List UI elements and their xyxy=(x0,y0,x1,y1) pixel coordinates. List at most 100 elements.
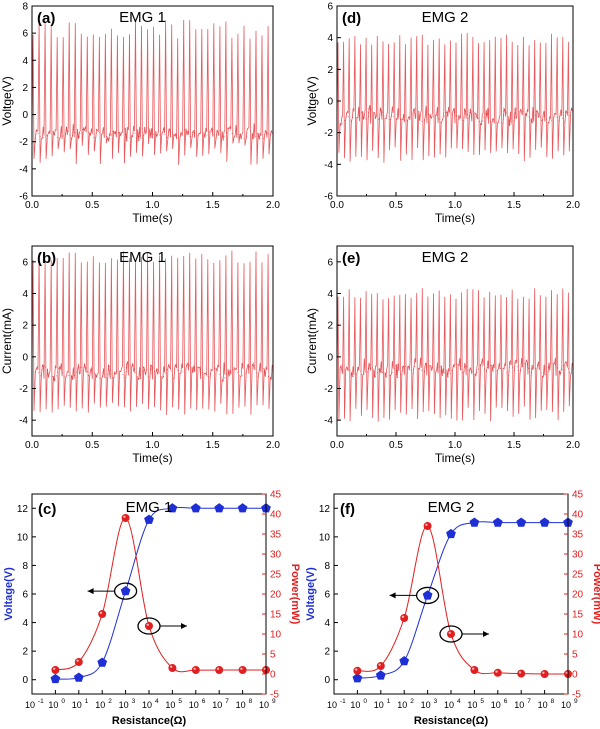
y-tick-label: 6 xyxy=(22,590,28,601)
y-tick-label: -4 xyxy=(324,160,333,171)
y-tick-label: 12 xyxy=(17,504,29,515)
x-tick-exponent: 5 xyxy=(480,698,484,705)
power-marker xyxy=(51,666,60,674)
power-marker xyxy=(493,668,502,677)
x-tick-exponent: 9 xyxy=(272,698,276,705)
panel-b: 0.0 0.5 1.0 1.5 2.0 -4 -2 0 2 4 6 Time(s) Current(mA… xyxy=(0,245,280,465)
y-tick-label: -6 xyxy=(19,192,28,203)
panel-d: 0.0 0.5 1.0 1.5 2.0 -6 -4 -2 0 2 4 6 Time(s) Voltge(V… xyxy=(305,2,580,226)
y-axis-label: Voltage(V) xyxy=(3,567,15,621)
x-tick-label: 1.5 xyxy=(507,200,521,211)
y2-tick-label: 25 xyxy=(572,570,584,581)
y2-tick-label: 35 xyxy=(270,530,282,541)
voltage-marker xyxy=(422,590,433,600)
y-tick-label: 12 xyxy=(319,504,331,515)
y-tick-label: -2 xyxy=(324,128,333,139)
voltage-marker xyxy=(539,517,550,527)
voltage-marker xyxy=(237,503,248,513)
power-marker xyxy=(423,522,432,530)
x-tick-exponent: 0 xyxy=(61,698,65,705)
x-tick-label: 10 xyxy=(421,700,431,710)
y-tick-label: 6 xyxy=(22,29,28,40)
voltage-marker xyxy=(97,657,108,667)
x-tick-exponent: 7 xyxy=(527,698,531,705)
y-tick-label: 6 xyxy=(324,590,330,601)
y-tick-label: 4 xyxy=(327,33,333,44)
y-tick-label: 10 xyxy=(319,532,331,543)
power-marker xyxy=(470,666,479,674)
y2-tick-label: 5 xyxy=(572,650,578,661)
x-tick-exponent: 6 xyxy=(504,698,508,705)
x-tick-label: 10 xyxy=(119,700,129,710)
y2-tick-label: 5 xyxy=(270,650,276,661)
panel-label: (c) xyxy=(38,501,56,518)
power-line xyxy=(357,525,569,675)
x-tick-label: 10 xyxy=(72,700,82,710)
x-tick-exponent: 5 xyxy=(178,698,182,705)
x-tick-exponent: -1 xyxy=(38,698,44,705)
x-tick-exponent: 3 xyxy=(132,698,136,705)
x-tick-label: 10 xyxy=(259,700,269,710)
panel-label: (e) xyxy=(342,250,360,267)
x-tick-label: 1.5 xyxy=(507,440,521,451)
x-tick-label: 10 xyxy=(350,700,360,710)
y-tick-label: 4 xyxy=(327,289,333,300)
power-marker xyxy=(191,666,200,674)
y2-tick-label: 20 xyxy=(270,590,282,601)
power-marker xyxy=(98,610,107,618)
y2-tick-label: 15 xyxy=(572,610,584,621)
power-marker-highlight xyxy=(263,667,266,670)
panel-label: (a) xyxy=(37,10,55,27)
y2-tick-label: 15 xyxy=(270,610,282,621)
power-marker-highlight xyxy=(378,663,381,666)
x-axis-label: Time(s) xyxy=(132,211,172,225)
y-tick-label: 6 xyxy=(22,257,28,268)
power-marker-highlight xyxy=(123,515,126,518)
voltage-marker xyxy=(375,670,386,680)
x-tick-exponent: 1 xyxy=(85,698,89,705)
panel-e: 0.0 0.5 1.0 1.5 2.0 -4 -2 0 2 4 6 Time(s) Current(mA… xyxy=(305,245,580,465)
panel-a: 0.0 0.5 1.0 1.5 2.0 -6 -4 -2 0 2 4 6 8 Time(s) Voltge(… xyxy=(0,2,280,226)
signal-noise xyxy=(339,359,572,379)
chart-title: EMG 1 xyxy=(119,9,166,26)
chart-title: EMG 2 xyxy=(428,499,475,516)
x-tick-exponent: 2 xyxy=(108,698,112,705)
y-axis-label: Current(mA) xyxy=(305,308,319,374)
power-marker xyxy=(447,630,455,638)
y2-tick-label: 35 xyxy=(572,530,584,541)
y-tick-label: 6 xyxy=(327,257,333,268)
signal-noise xyxy=(339,106,572,127)
x-tick-label: 10 xyxy=(397,700,407,710)
power-marker-highlight xyxy=(240,667,243,670)
y2-tick-label: 45 xyxy=(270,490,282,501)
x-tick-label: 10 xyxy=(189,700,199,710)
power-marker-highlight xyxy=(193,667,196,670)
y2-tick-label: -5 xyxy=(572,690,581,701)
plot-frame xyxy=(31,493,267,695)
x-tick-label: 10 xyxy=(212,700,222,710)
y-tick-label: 6 xyxy=(327,2,333,13)
voltage-marker xyxy=(516,517,527,527)
x-tick-label: 1.0 xyxy=(146,200,160,211)
power-marker-highlight xyxy=(146,623,149,626)
panel-label: (b) xyxy=(37,250,56,267)
y2-tick-label: 0 xyxy=(270,670,276,681)
power-marker-highlight xyxy=(99,611,103,614)
y-tick-label: 8 xyxy=(324,561,330,572)
x-tick-label: 0.0 xyxy=(330,200,344,211)
x-tick-label: 1.0 xyxy=(448,440,462,451)
annotation-arrowhead xyxy=(389,592,396,599)
x-tick-exponent: 4 xyxy=(457,698,461,705)
annotation-arrowhead xyxy=(87,588,94,595)
y-tick-label: 4 xyxy=(324,618,330,629)
y-tick-label: -2 xyxy=(324,384,333,395)
voltage-marker xyxy=(73,672,84,682)
panel-label: (f) xyxy=(340,501,355,518)
plot-frame xyxy=(333,493,569,695)
x-tick-exponent: 6 xyxy=(202,698,206,705)
chart-title: EMG 2 xyxy=(422,9,469,26)
y2-tick-label: 40 xyxy=(270,510,282,521)
x-tick-exponent: 0 xyxy=(363,698,367,705)
y2-tick-label: 40 xyxy=(572,510,584,521)
voltage-marker xyxy=(469,517,480,527)
